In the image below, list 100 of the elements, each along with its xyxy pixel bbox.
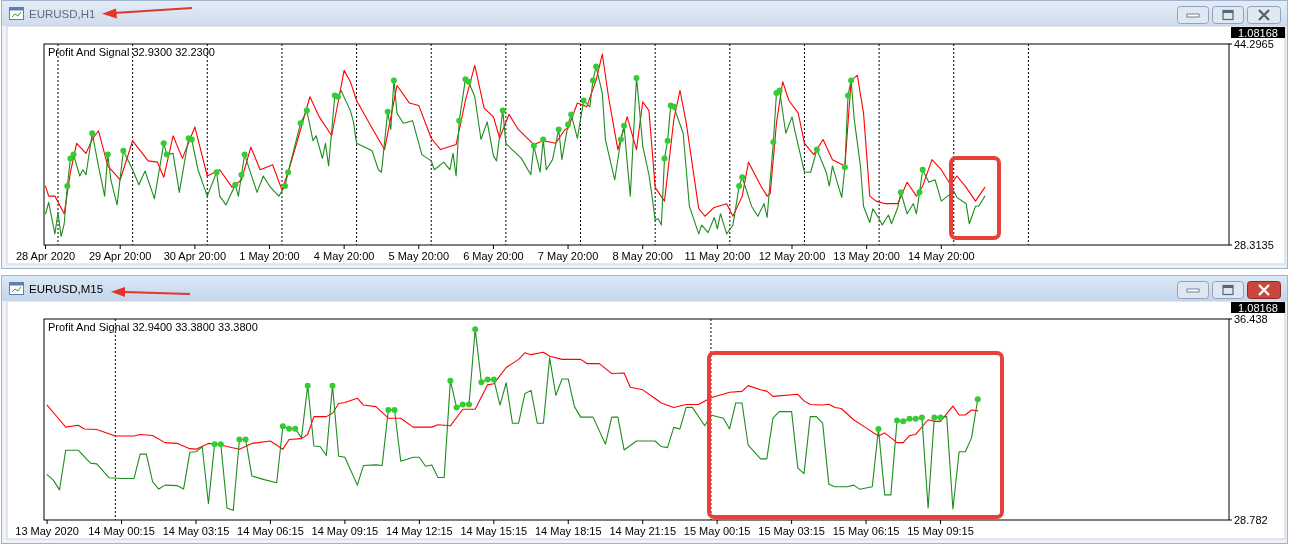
point <box>906 415 913 422</box>
chart-subtitle: Profit And Signal 32.9300 32.2300 <box>48 46 215 58</box>
point <box>589 77 596 84</box>
chart-title: EURUSD,M15 <box>29 283 104 295</box>
text: 1.08168 <box>1238 26 1278 39</box>
point <box>385 407 392 414</box>
point <box>391 407 398 414</box>
point <box>918 414 925 421</box>
x-tick-label: 6 May 20:00 <box>463 250 524 262</box>
point <box>384 108 391 115</box>
point <box>232 181 239 188</box>
point <box>499 107 506 114</box>
point <box>236 436 243 443</box>
x-tick-label: 14 May 15:15 <box>460 525 528 537</box>
x-tick-label: 15 May 00:15 <box>683 525 751 537</box>
point <box>279 423 286 430</box>
point <box>70 151 77 158</box>
point <box>813 146 820 153</box>
point <box>664 137 671 144</box>
x-tick-label: 29 Apr 20:00 <box>89 250 152 262</box>
point <box>580 97 587 104</box>
point <box>841 164 848 171</box>
x-tick-label: 13 May 2020 <box>15 525 79 537</box>
chart-title: EURUSD,H1 <box>29 8 96 20</box>
x-tick-label: 4 May 20:00 <box>313 250 375 262</box>
point <box>292 425 299 432</box>
point <box>974 396 981 403</box>
point <box>478 379 485 386</box>
x-tick-label: 30 Apr 20:00 <box>163 250 227 262</box>
point <box>568 111 575 118</box>
point <box>540 136 547 143</box>
y-tick-label: 28.3135 <box>1234 239 1274 251</box>
x-tick-label: 8 May 20:00 <box>612 250 673 262</box>
point <box>285 169 292 176</box>
point <box>453 404 460 411</box>
x-tick-label: 14 May 20:00 <box>907 250 975 262</box>
point <box>456 117 463 124</box>
x-tick-label: 14 May 03:15 <box>162 525 230 537</box>
point <box>242 436 249 443</box>
x-tick-label: 14 May 09:15 <box>311 525 379 537</box>
x-tick-label: 14 May 00:15 <box>88 525 155 537</box>
x-tick-label: 5 May 20:00 <box>388 250 450 262</box>
point <box>897 189 904 196</box>
point <box>465 401 472 408</box>
x-tick-label: 13 May 20:00 <box>833 250 900 262</box>
point <box>390 77 397 84</box>
point <box>937 414 944 421</box>
text: 1.08168 <box>1238 301 1278 314</box>
chart-subtitle: Profit And Signal 32.9400 33.3800 33.3800 <box>48 321 258 333</box>
point <box>490 376 497 383</box>
point <box>282 183 289 190</box>
line-series <box>46 351 979 450</box>
point <box>848 77 855 84</box>
point <box>565 121 572 128</box>
point <box>104 151 111 158</box>
point <box>447 377 454 384</box>
x-tick-label: 28 Apr 2020 <box>15 250 76 262</box>
point <box>931 414 938 421</box>
point <box>555 126 562 133</box>
point <box>617 136 624 143</box>
point <box>593 63 600 70</box>
point <box>89 130 96 137</box>
point <box>845 92 851 99</box>
x-tick-label: 14 May 06:15 <box>237 525 304 537</box>
point <box>633 74 640 81</box>
point <box>875 425 882 432</box>
point <box>163 151 170 158</box>
x-tick-label: 15 May 03:15 <box>758 525 825 537</box>
point <box>286 425 293 432</box>
x-tick-label: 1 May 20:00 <box>239 250 300 262</box>
y-tick-label: 36.438 <box>1234 313 1268 325</box>
x-tick-label: 12 May 20:00 <box>758 250 826 262</box>
point <box>120 147 127 154</box>
point <box>621 122 628 129</box>
point <box>661 155 668 162</box>
point <box>472 326 479 333</box>
x-tick-label: 14 May 21:15 <box>609 525 677 537</box>
x-tick-label: 14 May 12:15 <box>386 525 453 537</box>
point <box>459 401 466 408</box>
point <box>217 441 224 448</box>
point <box>919 166 926 173</box>
y-tick-label: 44.2965 <box>1234 38 1274 50</box>
x-tick-label: 7 May 20:00 <box>537 250 599 262</box>
point <box>739 174 746 181</box>
point <box>770 139 777 146</box>
point <box>238 171 245 178</box>
point <box>304 382 311 389</box>
x-tick-label: 15 May 06:15 <box>832 525 900 537</box>
point <box>64 183 71 190</box>
point <box>900 418 907 425</box>
point <box>484 376 491 383</box>
point <box>160 140 167 147</box>
point <box>912 415 919 422</box>
point <box>916 189 923 196</box>
x-tick-label: 14 May 18:15 <box>534 525 602 537</box>
x-tick-label: 15 May 09:15 <box>907 525 974 537</box>
y-tick-label: 28.782 <box>1234 514 1268 526</box>
point <box>213 169 220 176</box>
point <box>530 142 537 149</box>
x-tick-label: 11 May 20:00 <box>684 250 751 262</box>
